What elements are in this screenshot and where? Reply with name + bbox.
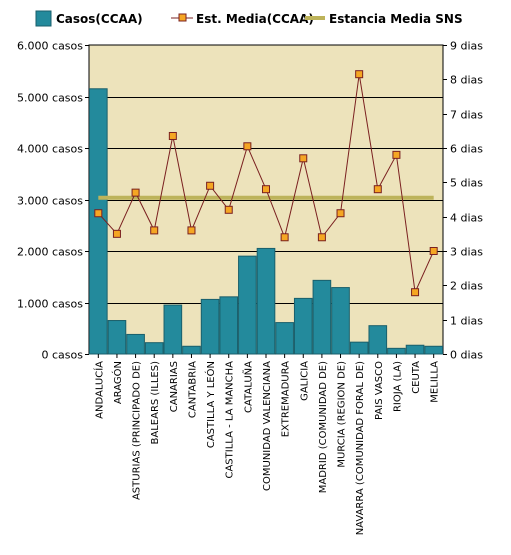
- right-axis-tick-label: 3 dias: [450, 246, 483, 259]
- line-marker: [94, 209, 103, 218]
- left-axis-tick-label: 2.000 casos: [17, 246, 83, 259]
- category-label: ASTURIAS (PRINCIPADO DE): [132, 361, 143, 500]
- legend-label-bars: Casos(CCAA): [56, 12, 143, 26]
- line-marker: [429, 247, 438, 255]
- category-label: MADRID (COMUNIDAD DE): [318, 361, 329, 493]
- category-label: EXTREMADURA: [281, 361, 292, 437]
- line-marker: [224, 205, 233, 214]
- bar: [126, 333, 145, 355]
- bar: [163, 304, 183, 355]
- right-axis-tick-label: 7 dias: [450, 109, 483, 122]
- bar: [200, 298, 220, 355]
- category-label: CASTILLA - LA MANCHA: [225, 361, 236, 479]
- category-label: BALEARS (ILLES): [150, 361, 161, 445]
- line-marker: [336, 209, 345, 218]
- left-axis-tick-label: 3.000 casos: [17, 195, 83, 208]
- category-label: CEUTA: [411, 361, 422, 394]
- bar: [256, 247, 276, 355]
- bar: [275, 322, 294, 355]
- right-axis-tick-label: 8 dias: [450, 74, 483, 87]
- category-label: ANDALUCÍA: [92, 361, 105, 419]
- left-axis-tick-label: 5.000 casos: [17, 92, 83, 105]
- category-label: ARAGÓN: [111, 361, 124, 404]
- category-label: CATALUÑA: [241, 361, 254, 413]
- bar: [107, 320, 127, 355]
- line-marker: [187, 226, 196, 235]
- left-axis-tick-label: 0 casos: [42, 349, 84, 362]
- bar: [387, 347, 406, 355]
- left-axis-tick-label: 4.000 casos: [17, 143, 83, 156]
- right-axis-tick-label: 4 dias: [450, 212, 483, 225]
- line-marker: [299, 154, 308, 163]
- category-label: CANTABRIA: [187, 361, 198, 418]
- line-marker: [206, 181, 215, 190]
- line-marker: [168, 131, 177, 140]
- bar: [182, 345, 201, 355]
- legend-swatch-bars: [35, 10, 52, 27]
- plot-area: 0 casos 1.000 casos 2.000 casos 3.000 casos…: [17, 40, 483, 536]
- line-marker: [373, 185, 382, 194]
- line-marker: [317, 233, 326, 242]
- bar: [312, 279, 332, 355]
- line-marker: [411, 288, 420, 297]
- legend-label-reference: Estancia Media SNS: [329, 12, 463, 26]
- right-axis-tick-label: 0 dias: [450, 349, 483, 362]
- category-label: RIOJA (LA): [392, 361, 403, 412]
- right-axis-tick-label: 9 dias: [450, 40, 483, 53]
- line-marker: [355, 70, 364, 79]
- line-marker: [243, 142, 252, 151]
- bar: [368, 325, 388, 355]
- right-axis-tick-label: 5 dias: [450, 177, 483, 190]
- category-label: CANARIAS: [169, 361, 180, 412]
- bar: [405, 344, 425, 355]
- right-axis-tick-label: 6 dias: [450, 143, 483, 156]
- category-label: NAVARRA (COMUNIDAD FORAL DE): [355, 361, 366, 535]
- line-marker: [150, 226, 159, 235]
- bar: [424, 345, 443, 355]
- left-axis-tick-label: 1.000 casos: [17, 298, 83, 311]
- bar: [331, 287, 350, 355]
- bar: [89, 88, 108, 355]
- legend-label-line: Est. Media(CCAA): [196, 12, 314, 26]
- legend-swatch-marker: [178, 13, 187, 22]
- category-label: PAIS VASCO: [374, 361, 385, 420]
- line-marker: [280, 233, 289, 242]
- category-label: MURCIA (REGION DE): [337, 361, 348, 468]
- bar: [144, 342, 164, 355]
- bar: [238, 255, 257, 355]
- line-marker: [131, 188, 140, 197]
- line-marker: [262, 185, 270, 194]
- right-axis-tick-label: 2 dias: [450, 280, 483, 293]
- right-axis-tick-label: 1 dias: [450, 315, 483, 328]
- bar: [293, 297, 313, 355]
- line-marker: [392, 150, 401, 159]
- legend: Casos(CCAA) Est. Media(CCAA) Estancia Me…: [35, 10, 463, 27]
- category-label: MELILLA: [430, 361, 441, 403]
- bar: [349, 341, 369, 355]
- bar: [219, 296, 239, 355]
- category-label: CASTILLA Y LEÓN: [204, 361, 217, 448]
- category-label: GALICIA: [299, 361, 310, 401]
- category-label: COMUNIDAD VALENCIANA: [262, 361, 273, 491]
- line-marker: [112, 229, 121, 238]
- left-axis-tick-label: 6.000 casos: [17, 40, 83, 53]
